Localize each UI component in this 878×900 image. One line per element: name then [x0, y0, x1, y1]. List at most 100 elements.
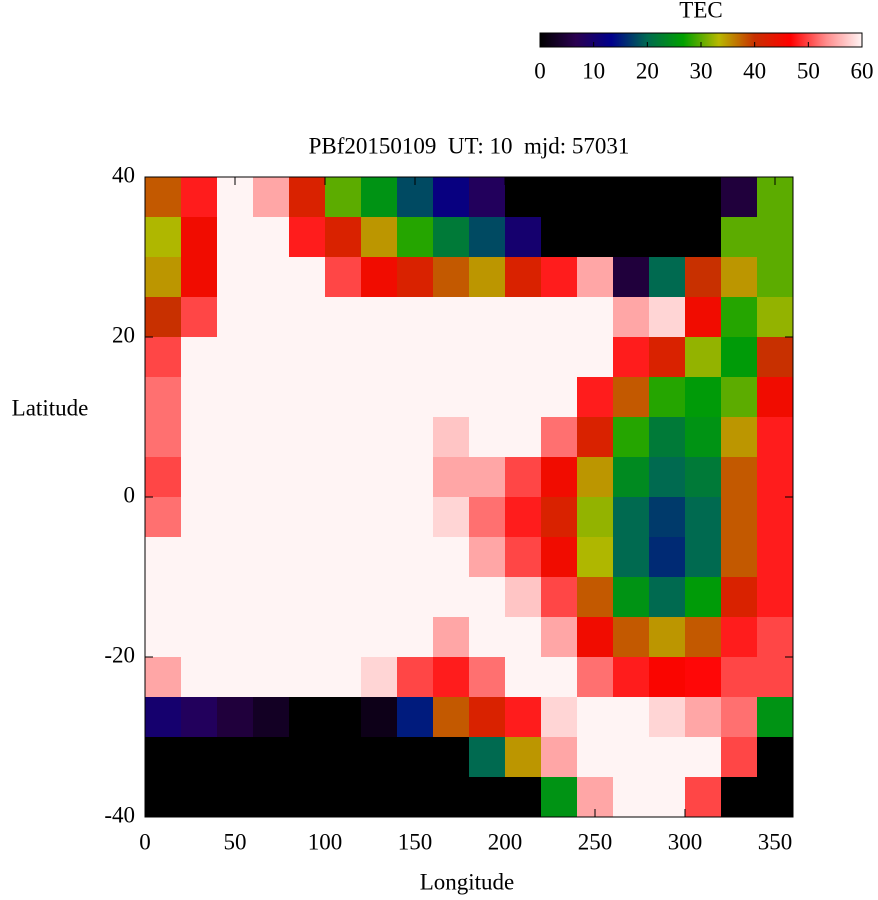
- heat-cell: [433, 257, 470, 298]
- heat-cell: [757, 537, 794, 578]
- heat-cell: [289, 377, 326, 418]
- heat-cell: [361, 377, 398, 418]
- heat-cell: [181, 737, 218, 778]
- heat-cell: [217, 417, 254, 458]
- colorbar-tick-label: 30: [690, 58, 713, 83]
- heat-cell: [541, 217, 578, 258]
- heat-cell: [757, 737, 794, 778]
- heat-cell: [397, 257, 434, 298]
- heat-cell: [253, 377, 290, 418]
- heat-cell: [361, 617, 398, 658]
- heat-cell: [289, 537, 326, 578]
- heat-cell: [577, 217, 614, 258]
- heat-cell: [433, 537, 470, 578]
- heat-cell: [649, 297, 686, 338]
- heat-cell: [721, 337, 758, 378]
- heat-cell: [181, 257, 218, 298]
- heat-cell: [649, 497, 686, 538]
- heat-cell: [397, 217, 434, 258]
- heat-cell: [181, 657, 218, 698]
- heat-cell: [721, 657, 758, 698]
- heat-cell: [469, 217, 506, 258]
- y-axis-label: Latitude: [12, 395, 89, 420]
- heat-cell: [361, 697, 398, 738]
- heat-cell: [613, 377, 650, 418]
- heat-cell: [505, 657, 542, 698]
- heat-cell: [721, 497, 758, 538]
- colorbar-tick-label: 0: [534, 58, 546, 83]
- heat-cell: [217, 617, 254, 658]
- heat-cell: [361, 457, 398, 498]
- heat-cell: [325, 577, 362, 618]
- heat-cell: [433, 457, 470, 498]
- heat-cell: [181, 577, 218, 618]
- x-tick-label: 250: [578, 829, 613, 854]
- heat-cell: [613, 417, 650, 458]
- heat-cell: [577, 497, 614, 538]
- heat-cell: [541, 377, 578, 418]
- heat-cell: [685, 417, 722, 458]
- colorbar-tick-label: 20: [636, 58, 659, 83]
- heat-cell: [397, 457, 434, 498]
- heat-cell: [217, 497, 254, 538]
- heat-cell: [397, 697, 434, 738]
- heat-cell: [505, 217, 542, 258]
- heat-cell: [325, 777, 362, 818]
- heat-cell: [541, 337, 578, 378]
- heat-cell: [541, 777, 578, 818]
- heat-cell: [613, 657, 650, 698]
- heat-cell: [757, 697, 794, 738]
- heat-cell: [649, 737, 686, 778]
- heat-cell: [289, 497, 326, 538]
- heat-cell: [145, 657, 182, 698]
- heat-cell: [613, 617, 650, 658]
- heat-cell: [469, 257, 506, 298]
- heat-cell: [325, 417, 362, 458]
- heat-cell: [757, 337, 794, 378]
- heat-cell: [217, 257, 254, 298]
- heat-cell: [397, 537, 434, 578]
- heat-cell: [469, 777, 506, 818]
- heat-cell: [397, 577, 434, 618]
- heat-cell: [289, 297, 326, 338]
- heat-cell: [649, 417, 686, 458]
- heat-cell: [217, 217, 254, 258]
- heat-cell: [577, 257, 614, 298]
- heat-cell: [145, 737, 182, 778]
- heat-cell: [541, 537, 578, 578]
- heat-cell: [613, 577, 650, 618]
- heat-cell: [505, 297, 542, 338]
- heat-cell: [397, 337, 434, 378]
- heat-cell: [721, 377, 758, 418]
- heat-cell: [433, 417, 470, 458]
- heat-cell: [217, 337, 254, 378]
- heat-cell: [145, 377, 182, 418]
- heat-cell: [757, 257, 794, 298]
- heat-cell: [181, 177, 218, 218]
- heat-cell: [253, 297, 290, 338]
- heat-cell: [145, 257, 182, 298]
- heat-cell: [433, 737, 470, 778]
- heat-cell: [757, 297, 794, 338]
- heat-cell: [577, 297, 614, 338]
- heat-cell: [685, 697, 722, 738]
- heat-cell: [577, 377, 614, 418]
- heat-cell: [361, 737, 398, 778]
- heat-cell: [541, 737, 578, 778]
- heat-cell: [433, 697, 470, 738]
- x-tick-label: 50: [224, 829, 247, 854]
- heat-cell: [253, 697, 290, 738]
- heat-cell: [289, 697, 326, 738]
- heat-cell: [289, 217, 326, 258]
- heat-cell: [649, 337, 686, 378]
- y-tick-label: 40: [112, 162, 135, 187]
- heat-cell: [145, 457, 182, 498]
- heat-cell: [649, 177, 686, 218]
- heat-cell: [649, 697, 686, 738]
- heat-cell: [541, 417, 578, 458]
- heat-cell: [649, 537, 686, 578]
- heat-cell: [721, 737, 758, 778]
- heat-cell: [757, 657, 794, 698]
- heat-cell: [541, 497, 578, 538]
